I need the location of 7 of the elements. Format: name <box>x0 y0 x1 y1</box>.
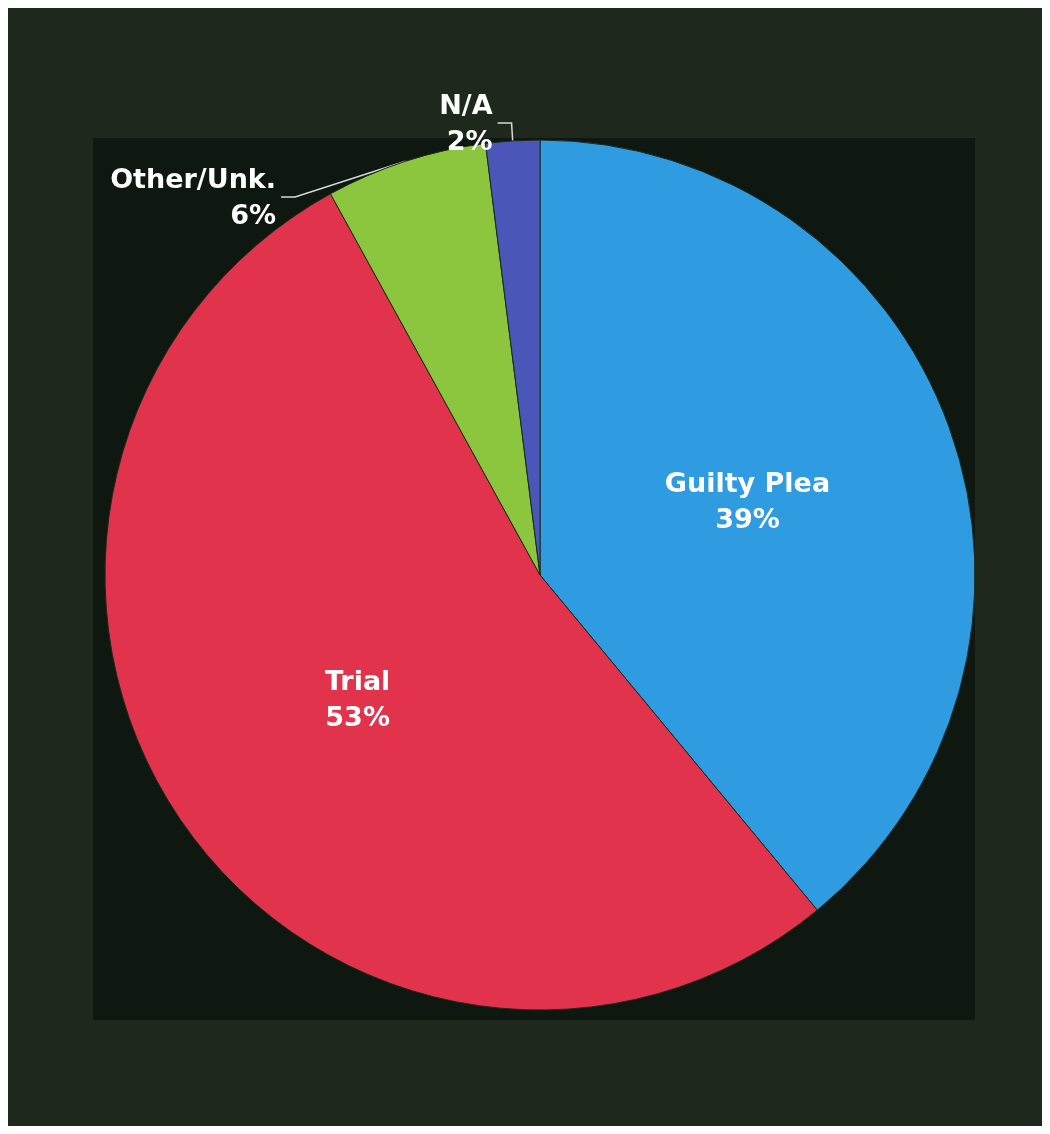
data-label: 53% <box>325 701 390 733</box>
slice-label: Guilty Plea <box>664 466 831 498</box>
slice-label: N/A <box>439 89 493 121</box>
slice-label: Other/Unk. <box>110 163 277 195</box>
slice-label: Trial <box>324 665 391 697</box>
data-label: 6% <box>230 199 277 231</box>
data-label: 39% <box>715 502 780 534</box>
